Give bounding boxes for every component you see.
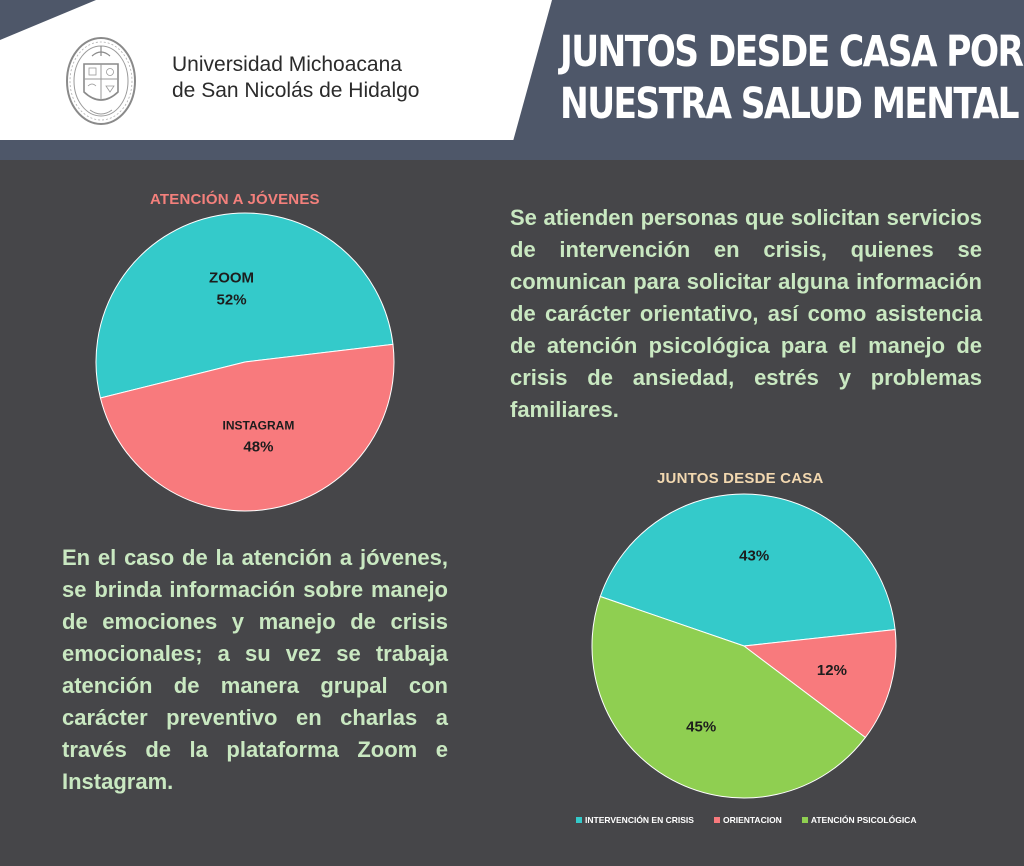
legend-label: ATENCIÓN PSICOLÓGICA <box>810 815 917 825</box>
legend-item: ATENCIÓN PSICOLÓGICA <box>801 815 917 825</box>
services-paragraph: Se atienden personas que solicitan servi… <box>510 205 982 422</box>
legend-swatch <box>713 817 720 823</box>
header: Universidad Michoacana de San Nicolás de… <box>0 0 1024 160</box>
chart2-pie: 43% 12% 45% <box>591 493 897 799</box>
university-name-line2: de San Nicolás de Hidalgo <box>172 79 420 102</box>
pie-slice-value: 12% <box>817 662 847 679</box>
legend-swatch <box>801 817 808 823</box>
pie-slice-name: ZOOM <box>209 270 254 287</box>
pie-slice-intervención-en-crisis <box>599 493 896 647</box>
pie-slice-value: 52% <box>217 292 247 309</box>
pie-slice-value: 43% <box>739 547 769 564</box>
main-title-line1: JUNTOS DESDE CASA POR <box>560 27 1024 77</box>
university-name: Universidad Michoacana de San Nicolás de… <box>172 52 502 104</box>
chart2-legend: INTERVENCIÓN EN CRISIS ORIENTACION ATENCIÓ… <box>576 815 936 825</box>
legend-label: INTERVENCIÓN EN CRISIS <box>585 815 694 825</box>
university-seal-icon <box>66 37 136 125</box>
university-name-line1: Universidad Michoacana <box>172 53 402 76</box>
legend-label: ORIENTACION <box>722 815 782 825</box>
chart1-pie: ZOOM 52% INSTAGRAM 48% <box>95 212 395 512</box>
pie-slice-instagram <box>99 343 395 512</box>
pie-slice-zoom <box>95 212 394 399</box>
youth-paragraph: En el caso de la atención a jóvenes, se … <box>62 545 448 794</box>
logo-panel <box>0 0 552 140</box>
pie-slice-name: INSTAGRAM <box>223 418 295 432</box>
chart2-title: JUNTOS DESDE CASA <box>657 470 824 487</box>
pie-slice-atención-psicológica <box>591 595 867 799</box>
main-title-line2: NUESTRA SALUD MENTAL <box>560 79 1020 129</box>
legend-item: INTERVENCIÓN EN CRISIS <box>576 815 694 825</box>
legend-swatch <box>576 817 582 823</box>
chart1-title: ATENCIÓN A JÓVENES <box>150 191 320 208</box>
main-title: JUNTOS DESDE CASA POR NUESTRA SALUD MENT… <box>560 26 1024 130</box>
legend-item: ORIENTACION <box>713 815 782 825</box>
pie-slice-orientacion <box>742 629 897 739</box>
pie-slice-value: 48% <box>243 438 273 455</box>
pie-slice-value: 45% <box>686 719 716 736</box>
